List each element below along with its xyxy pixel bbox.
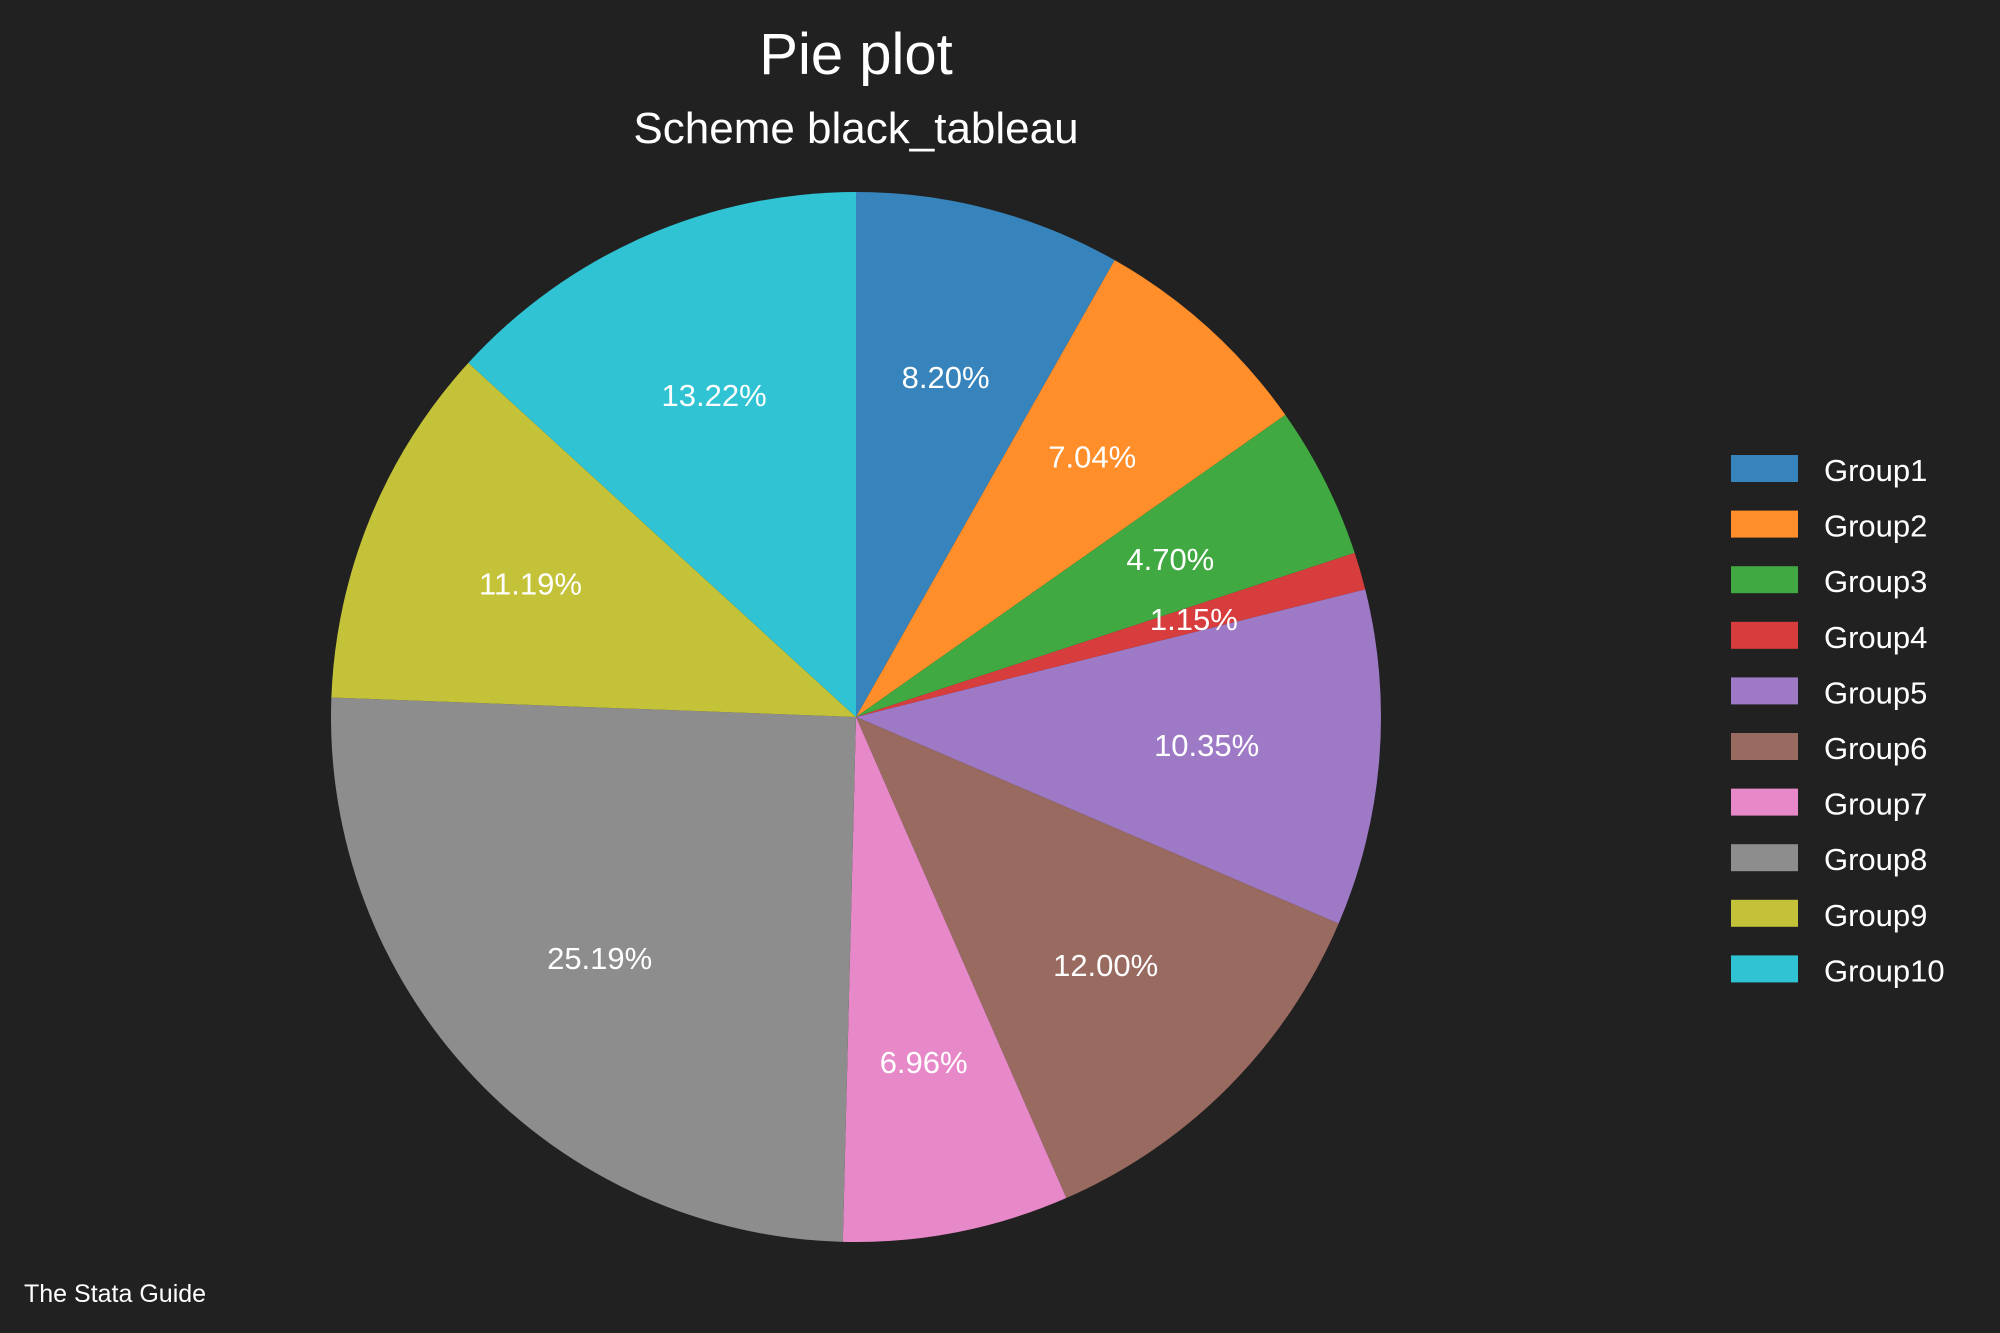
slice-label-group4: 1.15%: [1150, 602, 1238, 637]
legend-swatch-group7: [1731, 788, 1798, 816]
pie-slice-labels: 8.20% 7.04% 4.70% 1.15% 10.35% 12.00% 6.96% 25.…: [479, 360, 1259, 1080]
pie-slice-group6: [856, 717, 1339, 1199]
legend-swatch-group2: [1731, 510, 1798, 538]
pie-slice-group10: [468, 192, 856, 717]
legend-label-group8: Group8: [1824, 842, 1927, 877]
pie-slice-group3: [856, 414, 1355, 717]
legend-swatch-group1: [1731, 455, 1798, 482]
legend-label-group2: Group2: [1824, 509, 1927, 544]
pie-slice-group2: [856, 260, 1286, 717]
slice-label-group10: 13.22%: [662, 378, 767, 413]
pie-slice-group7: [842, 717, 1067, 1242]
legend-swatch-group10: [1731, 955, 1798, 983]
pie-slice-group4: [856, 552, 1366, 717]
legend: Group1 Group2 Group3 Group4 Group5 Group6 Grou…: [1731, 453, 1945, 988]
legend-swatch-group3: [1731, 566, 1798, 594]
legend-label-group6: Group6: [1824, 731, 1927, 766]
slice-label-group7: 6.96%: [880, 1045, 968, 1080]
chart-subtitle: Scheme black_tableau: [633, 104, 1078, 153]
legend-label-group10: Group10: [1824, 953, 1945, 988]
legend-label-group5: Group5: [1824, 675, 1927, 710]
legend-swatch-group8: [1731, 844, 1798, 872]
pie-slice-group5: [856, 589, 1381, 924]
legend-swatch-group4: [1731, 621, 1798, 649]
slice-label-group1: 8.20%: [902, 360, 990, 395]
legend-swatch-group9: [1731, 899, 1798, 927]
slice-label-group5: 10.35%: [1154, 728, 1259, 763]
chart-note: The Stata Guide: [24, 1280, 206, 1308]
slice-label-group8: 25.19%: [547, 941, 652, 976]
pie-slice-group9: [331, 362, 856, 717]
legend-label-group7: Group7: [1824, 787, 1927, 822]
chart-title: Pie plot: [759, 22, 952, 87]
legend-swatch-group5: [1731, 677, 1798, 705]
legend-label-group3: Group3: [1824, 564, 1927, 599]
pie-slice-group8: [330, 697, 856, 1242]
legend-label-group4: Group4: [1824, 620, 1927, 655]
slice-label-group2: 7.04%: [1048, 439, 1136, 474]
slice-label-group6: 12.00%: [1053, 948, 1158, 983]
legend-label-group1: Group1: [1824, 453, 1927, 488]
pie-slice-group1: [856, 192, 1115, 717]
pie-slices: [330, 192, 1381, 1242]
slice-label-group3: 4.70%: [1126, 542, 1214, 577]
legend-label-group9: Group9: [1824, 898, 1927, 933]
legend-swatch-group6: [1731, 733, 1798, 760]
slice-label-group9: 11.19%: [479, 567, 582, 602]
